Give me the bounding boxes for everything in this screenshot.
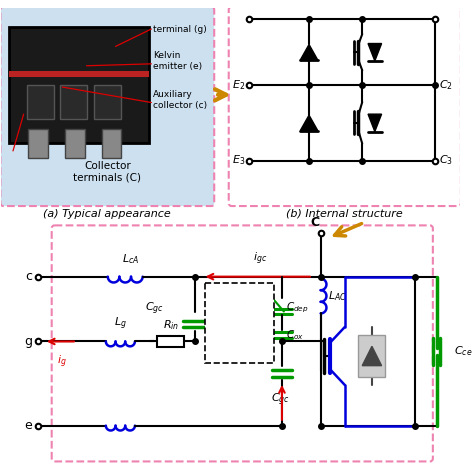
Text: C: C — [310, 216, 319, 229]
Bar — [157, 336, 184, 347]
Text: $C_{gc}$: $C_{gc}$ — [271, 392, 290, 408]
Bar — [27, 85, 54, 119]
FancyBboxPatch shape — [0, 7, 214, 206]
Text: (b) Internal structure: (b) Internal structure — [286, 209, 403, 219]
Text: $C_{gc}$: $C_{gc}$ — [145, 301, 164, 317]
Text: (a) Typical appearance: (a) Typical appearance — [44, 209, 171, 219]
Polygon shape — [301, 45, 318, 60]
Text: $C_2$: $C_2$ — [438, 78, 453, 92]
Bar — [9, 27, 149, 143]
Text: $L_{AC}$: $L_{AC}$ — [328, 289, 347, 303]
Bar — [60, 85, 88, 119]
Text: Auxiliary
collector (c): Auxiliary collector (c) — [153, 90, 208, 109]
Text: e: e — [25, 419, 32, 432]
Text: $i_{gc}$: $i_{gc}$ — [253, 251, 267, 267]
Bar — [9, 71, 149, 77]
Text: $C_3$: $C_3$ — [438, 154, 453, 167]
Text: $E_2$: $E_2$ — [232, 78, 245, 92]
Text: $C_{ce}$: $C_{ce}$ — [454, 344, 473, 358]
Text: terminal (g): terminal (g) — [153, 25, 207, 34]
Bar — [358, 335, 385, 377]
FancyBboxPatch shape — [229, 7, 461, 206]
Text: $C_{dep}$: $C_{dep}$ — [286, 301, 309, 315]
Polygon shape — [362, 346, 382, 365]
Text: c: c — [25, 270, 32, 283]
Bar — [102, 128, 121, 158]
Text: $L_{cA}$: $L_{cA}$ — [122, 252, 140, 266]
Polygon shape — [301, 115, 318, 130]
Text: $R_{in}$: $R_{in}$ — [163, 318, 179, 332]
Bar — [65, 128, 84, 158]
Text: $i_g$: $i_g$ — [57, 354, 67, 371]
Text: $C_{ox}$: $C_{ox}$ — [286, 328, 304, 342]
Text: g: g — [24, 335, 32, 348]
Bar — [28, 128, 48, 158]
Text: $L_g$: $L_g$ — [114, 315, 127, 332]
Bar — [205, 283, 274, 363]
Bar — [94, 85, 121, 119]
Text: Kelvin
emitter (e): Kelvin emitter (e) — [153, 51, 202, 71]
Text: $E_3$: $E_3$ — [232, 154, 245, 167]
Polygon shape — [368, 44, 382, 61]
Polygon shape — [368, 114, 382, 132]
FancyBboxPatch shape — [52, 226, 433, 462]
Text: Collector
terminals (C): Collector terminals (C) — [73, 161, 141, 183]
